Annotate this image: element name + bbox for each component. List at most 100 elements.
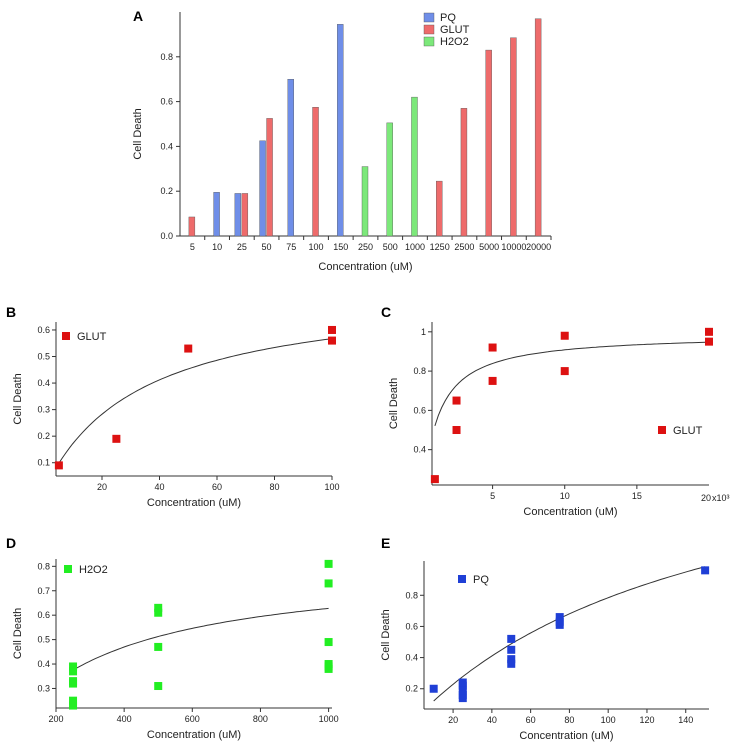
- x-multiplier: x10³: [712, 493, 730, 503]
- x-tick-label: 40: [487, 715, 497, 725]
- y-axis-title: Cell Death: [132, 108, 144, 159]
- legend-label-glut: GLUT: [440, 24, 470, 36]
- fit-curve: [72, 607, 329, 671]
- legend-swatch: [458, 575, 466, 583]
- x-tick-label: 80: [564, 715, 574, 725]
- legend-swatch: [658, 426, 666, 434]
- x-tick-label: 250: [358, 242, 373, 252]
- legend-label: GLUT: [77, 331, 107, 343]
- panel-label-d: D: [6, 535, 16, 551]
- y-tick-label: 0.4: [37, 659, 50, 669]
- x-tick-label: 80: [269, 482, 279, 492]
- y-tick-label: 0.8: [160, 52, 173, 62]
- y-tick-label: 0.2: [160, 186, 173, 196]
- data-point: [69, 701, 78, 710]
- data-point: [324, 559, 333, 568]
- x-axis-title: Concentration (uM): [519, 730, 613, 742]
- x-tick-label: 50: [262, 242, 272, 252]
- x-tick-label: 100: [309, 242, 324, 252]
- y-tick-label: 0.3: [37, 405, 50, 415]
- y-tick-label: 0.2: [405, 684, 418, 694]
- bar-pq: [213, 192, 220, 237]
- data-point: [69, 696, 78, 705]
- data-point: [507, 659, 516, 668]
- x-tick-label: 10000: [501, 242, 526, 252]
- fit-curve: [433, 566, 706, 702]
- data-point: [112, 434, 121, 443]
- x-tick-label: 800: [253, 714, 268, 724]
- x-tick-label: 400: [117, 714, 132, 724]
- data-point: [488, 376, 497, 385]
- data-point: [458, 686, 467, 695]
- bar-h2o2: [411, 96, 418, 237]
- y-tick-label: 0.0: [160, 231, 173, 241]
- x-tick-label: 100: [324, 482, 339, 492]
- x-tick-label: 10: [212, 242, 222, 252]
- data-point: [560, 367, 569, 376]
- legend-swatch-pq: [423, 12, 435, 23]
- y-tick-label: 0.2: [37, 431, 50, 441]
- fit-curve: [58, 338, 333, 464]
- bar-pq: [234, 193, 242, 237]
- x-tick-label: 15: [632, 491, 642, 501]
- bar-glut: [436, 180, 443, 237]
- bar-h2o2: [361, 166, 369, 237]
- y-tick-label: 0.6: [405, 621, 418, 631]
- data-point: [324, 664, 333, 673]
- data-point: [560, 331, 569, 340]
- data-point: [555, 613, 564, 622]
- y-tick-label: 0.8: [37, 561, 50, 571]
- data-point: [555, 620, 564, 629]
- bar-glut: [241, 193, 249, 237]
- x-axis-title: Concentration (uM): [318, 261, 412, 273]
- panel-label-a: A: [133, 8, 143, 24]
- data-point: [154, 603, 163, 612]
- x-tick-label: 75: [286, 242, 296, 252]
- legend-label: H2O2: [79, 564, 108, 576]
- x-tick-label: 150: [333, 242, 348, 252]
- bar-pq: [337, 24, 344, 237]
- y-axis-title: Cell Death: [12, 373, 24, 424]
- x-tick-label: 600: [185, 714, 200, 724]
- x-axis-title: Concentration (uM): [147, 729, 241, 741]
- x-tick-label: 5000: [479, 242, 499, 252]
- x-tick-label: 25: [237, 242, 247, 252]
- y-axis-title: Cell Death: [12, 608, 24, 659]
- x-tick-label: 120: [639, 715, 654, 725]
- x-multiplier-prefix: 20: [701, 493, 711, 503]
- y-tick-label: 0.7: [37, 586, 50, 596]
- y-tick-label: 0.6: [37, 610, 50, 620]
- y-tick-label: 0.5: [37, 352, 50, 362]
- x-tick-label: 20: [97, 482, 107, 492]
- bar-pq: [287, 78, 294, 237]
- legend-swatch-h2o2: [423, 36, 435, 47]
- x-tick-label: 500: [383, 242, 398, 252]
- y-tick-label: 1: [421, 327, 426, 337]
- y-tick-label: 0.6: [37, 325, 50, 335]
- y-axis-title: Cell Death: [388, 378, 400, 429]
- x-tick-label: 1000: [405, 242, 425, 252]
- data-point: [458, 694, 467, 703]
- data-point: [54, 461, 63, 470]
- y-tick-label: 0.5: [37, 635, 50, 645]
- legend-swatch-glut: [423, 24, 435, 35]
- data-point: [184, 344, 193, 353]
- y-tick-label: 0.4: [37, 378, 50, 388]
- data-point: [430, 475, 439, 484]
- bar-glut: [266, 118, 273, 237]
- data-point: [328, 336, 336, 345]
- x-tick-label: 40: [154, 482, 164, 492]
- bar-glut: [510, 37, 517, 237]
- x-tick-label: 1250: [430, 242, 450, 252]
- data-point: [154, 642, 163, 651]
- x-tick-label: 140: [678, 715, 693, 725]
- data-point: [507, 655, 516, 664]
- panel-label-e: E: [381, 535, 390, 551]
- data-point: [705, 327, 713, 336]
- bar-glut: [312, 106, 319, 237]
- data-point: [452, 396, 461, 405]
- y-tick-label: 0.8: [405, 590, 418, 600]
- y-tick-label: 0.4: [405, 653, 418, 663]
